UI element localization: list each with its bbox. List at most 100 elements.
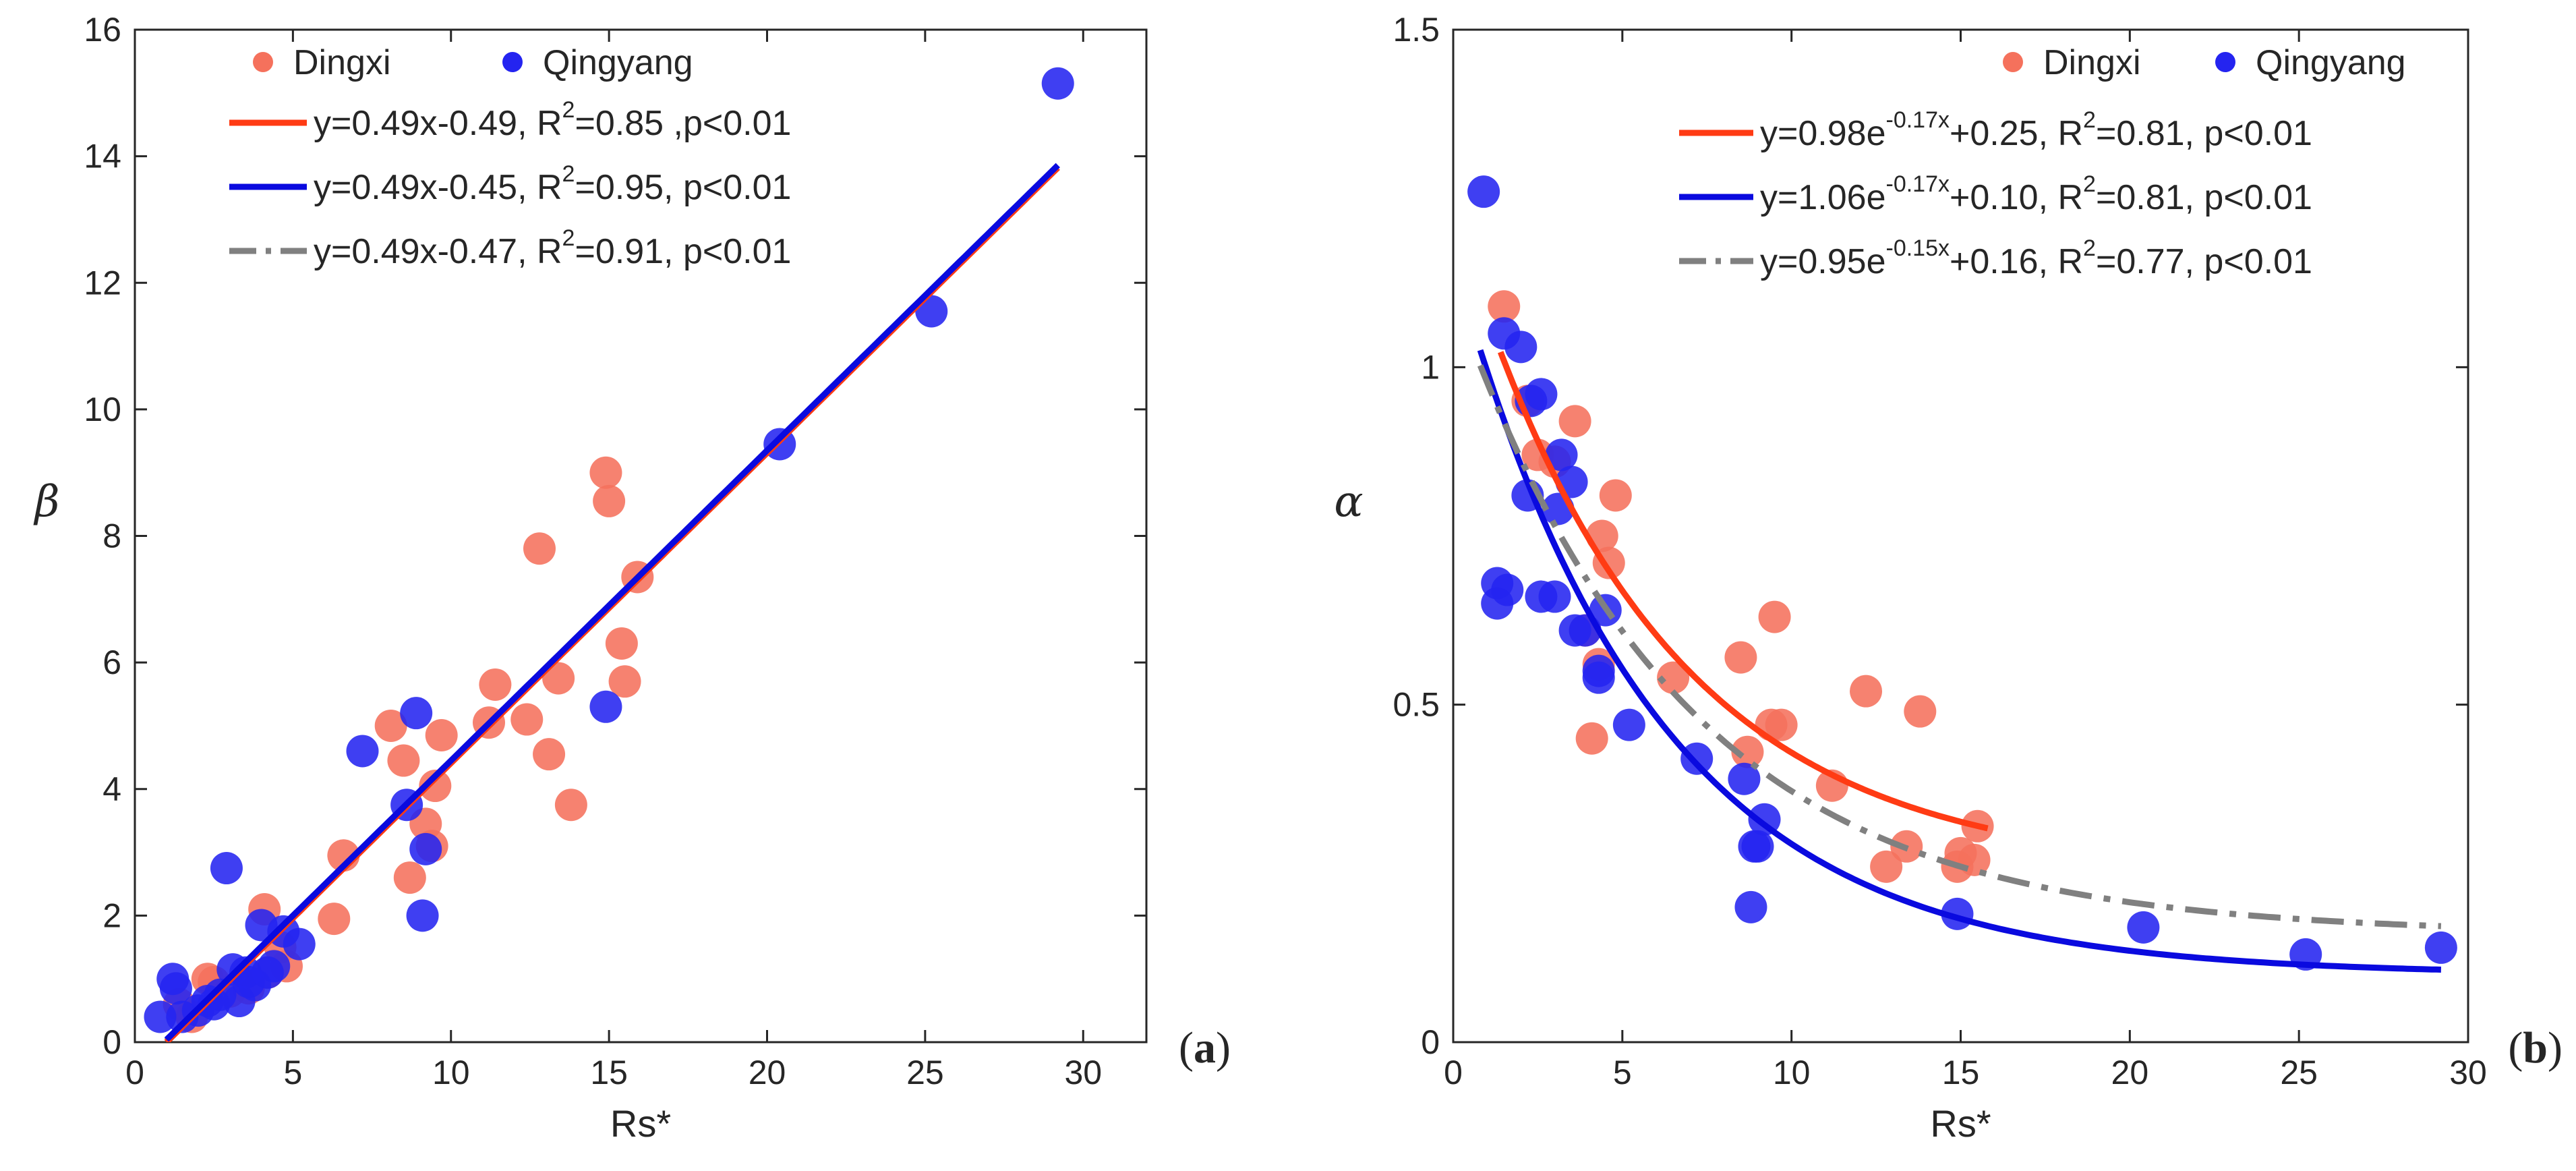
qingyang-point <box>1041 67 1074 100</box>
qingyang-point <box>1525 378 1558 411</box>
legend-marker-dingxi <box>2003 52 2023 72</box>
legend-fit-label: y=0.49x-0.47, R2=0.91, p<0.01 <box>314 225 791 271</box>
y-tick-label: 4 <box>103 770 121 808</box>
x-tick-label: 5 <box>283 1054 302 1091</box>
qingyang-point <box>1504 331 1538 364</box>
dingxi-point <box>393 861 426 894</box>
dingxi-point <box>608 665 641 698</box>
y-tick-label: 12 <box>84 264 121 302</box>
dingxi-point <box>523 532 556 565</box>
panel-tag: (b) <box>2508 1023 2563 1073</box>
legend-fit-label: y=0.49x-0.49, R2=0.85 ,p<0.01 <box>314 97 791 143</box>
legend-label-dingxi: Dingxi <box>293 43 391 82</box>
legend-fit-sup: -0.17x <box>1886 107 1950 133</box>
panel-tag: (a) <box>1179 1023 1231 1073</box>
legend-fit-sup: -0.15x <box>1886 235 1950 261</box>
fit-lines-layer <box>1477 349 2442 973</box>
dingxi-point <box>1599 479 1632 512</box>
y-axis-label: α <box>1334 477 1363 527</box>
qingyang-point <box>2424 931 2457 964</box>
dingxi-point <box>479 668 512 701</box>
qingyang-point <box>1734 890 1767 923</box>
y-tick-label: 14 <box>84 138 121 175</box>
legend-fit-post2: =0.81, p<0.01 <box>2096 114 2312 153</box>
qingyang-point <box>1582 661 1615 694</box>
panel-tag-close: ) <box>1216 1023 1231 1073</box>
y-tick-label: 0.5 <box>1393 686 1440 724</box>
dingxi-point <box>589 456 622 489</box>
dingxi-point <box>1904 695 1937 728</box>
qingyang-point <box>144 1000 177 1033</box>
legend-fit-sup: 2 <box>562 225 575 251</box>
legend-fit-post2: =0.81, p<0.01 <box>2096 178 2312 217</box>
x-axis-label: Rs* <box>1930 1102 1991 1145</box>
x-tick-label: 15 <box>590 1054 628 1091</box>
legend-fit-sup2: 2 <box>2083 235 2096 261</box>
panel-tag-open: ( <box>1179 1023 1194 1073</box>
y-tick-label: 6 <box>103 644 121 681</box>
legend-label-qingyang: Qingyang <box>543 43 693 82</box>
legend-fit-post: +0.25, R <box>1950 114 2083 153</box>
fit-line-all <box>1477 364 2442 930</box>
fit-line-qingyang <box>164 163 1060 1042</box>
legend-fit-sup2: 2 <box>2083 107 2096 133</box>
legend-fit-post: =0.91, p<0.01 <box>575 232 791 271</box>
dingxi-point <box>554 789 587 822</box>
x-tick-label: 30 <box>2449 1054 2487 1091</box>
legend-fit-label: y=0.98e-0.17x+0.25, R2=0.81, p<0.01 <box>1760 107 2312 153</box>
qingyang-point <box>1491 573 1524 606</box>
y-tick-label: 10 <box>84 391 121 428</box>
qingyang-point <box>1538 580 1571 613</box>
dingxi-point <box>1731 735 1764 768</box>
legend-marker-qingyang <box>502 52 523 72</box>
legend-fit-post2: =0.77, p<0.01 <box>2096 242 2312 281</box>
qingyang-point <box>2127 911 2160 944</box>
panel-tag-letter: a <box>1194 1023 1216 1073</box>
legend-fit-sup2: 2 <box>2083 171 2096 197</box>
dingxi-point <box>1558 405 1591 438</box>
x-tick-label: 10 <box>1773 1054 1811 1091</box>
dingxi-point <box>605 627 638 660</box>
dingxi-point <box>1724 641 1757 674</box>
legend-fit-post: +0.16, R <box>1950 242 2083 281</box>
x-tick-label: 25 <box>2280 1054 2318 1091</box>
dingxi-point <box>387 744 420 777</box>
legend-fit-post: =0.85 ,p<0.01 <box>575 104 791 143</box>
x-tick-label: 15 <box>1942 1054 1980 1091</box>
legend-fit-sup: -0.17x <box>1886 171 1950 197</box>
dingxi-point <box>425 719 458 752</box>
points-layer <box>1467 175 2457 971</box>
legend-fit-post: =0.95, p<0.01 <box>575 168 791 207</box>
dingxi-point <box>542 662 575 695</box>
qingyang-point <box>1612 708 1645 741</box>
qingyang-point <box>409 832 442 865</box>
qingyang-point <box>159 972 192 1005</box>
legend-label-qingyang: Qingyang <box>2256 43 2406 82</box>
y-tick-label: 0 <box>1421 1023 1440 1061</box>
dingxi-point <box>1850 675 1883 708</box>
fit-lines-layer <box>164 163 1060 1042</box>
legend-fit-pre: y=0.49x-0.45, R <box>314 168 562 207</box>
dingxi-point <box>419 770 452 803</box>
x-tick-label: 0 <box>1444 1054 1463 1091</box>
legend-fit-pre: y=1.06e <box>1760 178 1886 217</box>
dingxi-point <box>318 903 351 936</box>
points-layer <box>144 67 1074 1033</box>
y-tick-label: 1.5 <box>1393 11 1440 49</box>
x-tick-label: 30 <box>1064 1054 1102 1091</box>
legend-fit-pre: y=0.49x-0.47, R <box>314 232 562 271</box>
panel-a: 0 5 10 15 20 25 30 0 2 4 6 8 10 12 14 16 Rs* β Dingxi Qingy… <box>34 11 1231 1145</box>
legend-fit-label: y=1.06e-0.17x+0.10, R2=0.81, p<0.01 <box>1760 171 2312 217</box>
y-tick-label: 1 <box>1421 348 1440 386</box>
qingyang-point <box>258 950 291 983</box>
legend-fit-sup: 2 <box>562 161 575 187</box>
qingyang-point <box>346 735 379 768</box>
legend-fit-pre: y=0.49x-0.49, R <box>314 104 562 143</box>
dingxi-point <box>1657 661 1690 694</box>
dingxi-point <box>1765 708 1798 741</box>
panel-tag-open: ( <box>2508 1023 2523 1073</box>
dingxi-point <box>1488 290 1521 323</box>
legend-fit-pre: y=0.98e <box>1760 114 1886 153</box>
qingyang-point <box>589 690 622 723</box>
y-tick-label: 2 <box>103 896 121 934</box>
